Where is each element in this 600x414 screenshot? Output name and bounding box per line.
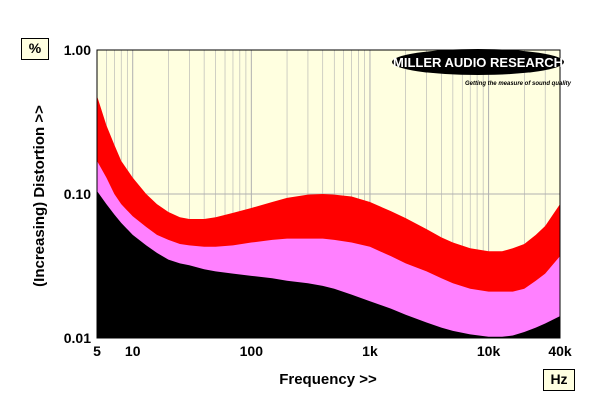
x-tick-label: 10k — [477, 343, 501, 359]
x-tick-label: 40k — [548, 343, 572, 359]
y-tick-label: 1.00 — [64, 42, 91, 58]
y-tick-label: 0.01 — [64, 330, 91, 346]
logo-tagline: Getting the measure of sound quality — [465, 81, 572, 87]
x-axis-title: Frequency >> — [279, 371, 377, 388]
series-areas — [97, 95, 560, 339]
miller-audio-research-logo: MILLER AUDIO RESEARCH Getting the measur… — [392, 49, 572, 87]
x-tick-labels: 5 10 100 1k 10k 40k — [93, 343, 572, 359]
y-tick-labels: 1.00 0.10 0.01 — [64, 42, 91, 346]
x-tick-label: 100 — [240, 343, 264, 359]
y-axis-title: (Increasing) Distortion >> — [31, 105, 48, 287]
y-tick-label: 0.10 — [64, 186, 91, 202]
plot-frame — [96, 49, 561, 339]
x-tick-label: 5 — [93, 343, 101, 359]
x-unit-box: Hz — [543, 369, 575, 391]
y-unit-box: % — [21, 38, 49, 60]
x-tick-label: 10 — [125, 343, 141, 359]
series-area-3 — [97, 190, 560, 338]
x-tick-label: 1k — [362, 343, 378, 359]
logo-name: MILLER AUDIO RESEARCH — [393, 55, 563, 70]
